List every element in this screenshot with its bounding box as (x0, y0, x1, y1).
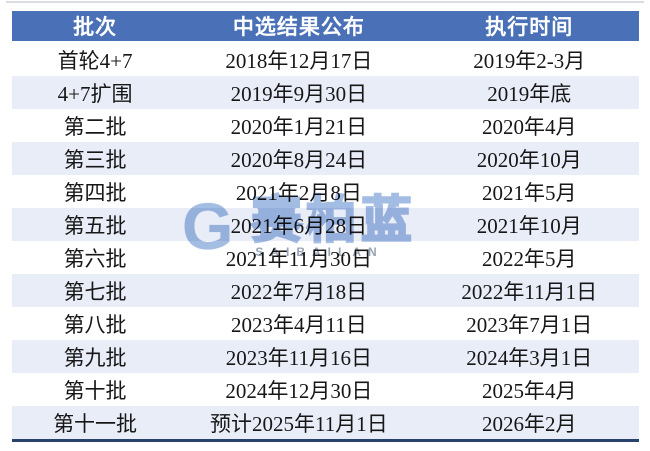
table-cell: 第七批 (63, 279, 127, 304)
table-row: 首轮4+7 2018年12月17日 2019年2-3月 (12, 42, 639, 76)
table-cell: 2023年11月16日 (225, 345, 372, 370)
table-cell: 第八批 (63, 312, 127, 337)
table-cell: 第三批 (63, 147, 127, 172)
table-cell: 2019年9月30日 (230, 81, 368, 106)
table-cell: 第五批 (63, 213, 127, 238)
table-cell: 4+7扩围 (57, 81, 133, 106)
table-cell: 2021年5月 (482, 180, 577, 205)
table-row: 第六批 2021年11月30日 2022年5月 (12, 241, 639, 274)
table-row: 第九批 2023年11月16日 2024年3月1日 (12, 340, 639, 373)
table-row: 第十批 2024年12月30日 2025年4月 (12, 373, 639, 406)
table-row: 第五批 2021年6月28日 2021年10月 (12, 208, 639, 241)
table-cell: 第十批 (63, 378, 127, 403)
table-body: 首轮4+7 2018年12月17日 2019年2-3月 4+7扩围 2019年9月30日… (12, 42, 639, 441)
table-cell: 第二批 (63, 114, 127, 139)
table-cell: 第四批 (63, 180, 127, 205)
column-header: 批次 (12, 11, 179, 43)
table-row: 第四批 2021年2月8日 2021年5月 (12, 175, 639, 208)
table-cell: 2022年11月1日 (461, 279, 598, 304)
table-row: 第七批 2022年7月18日 2022年11月1日 (12, 274, 639, 307)
table-header: 批次 中选结果公布 执行时间 (12, 11, 639, 43)
table-cell: 第九批 (63, 345, 127, 370)
table-row: 第三批 2020年8月24日 2020年10月 (12, 142, 639, 175)
column-header: 中选结果公布 (178, 11, 420, 43)
table-cell: 2023年4月11日 (230, 312, 367, 337)
table-row: 第八批 2023年4月11日 2023年7月1日 (12, 307, 639, 340)
top-divider (6, 1, 644, 3)
column-header: 执行时间 (419, 11, 639, 43)
table-cell: 2022年5月 (482, 246, 577, 271)
table-cell: 2020年10月 (476, 147, 582, 172)
batch-table: 批次 中选结果公布 执行时间 首轮4+7 2018年12月17日 2019年2-3月 4+… (12, 11, 639, 442)
table-cell: 2024年3月1日 (466, 345, 593, 370)
table-cell: 2020年4月 (482, 114, 577, 139)
table-cell: 2026年2月 (482, 411, 577, 436)
table-cell: 2025年4月 (482, 378, 577, 403)
table-cell: 2019年2-3月 (473, 48, 586, 73)
table-cell: 2018年12月17日 (225, 48, 373, 73)
table-row: 第二批 2020年1月21日 2020年4月 (12, 109, 639, 142)
table-cell: 2021年11月30日 (225, 246, 372, 271)
table-cell: 2024年12月30日 (225, 378, 373, 403)
table-cell: 2023年7月1日 (466, 312, 593, 337)
table-cell: 2019年底 (487, 81, 572, 106)
table-cell: 2021年10月 (476, 213, 582, 238)
table-row: 第十一批 预计2025年11月1日 2026年2月 (12, 406, 639, 441)
table-cell: 2021年2月8日 (235, 180, 362, 205)
table-cell: 2022年7月18日 (230, 279, 368, 304)
header-row: 批次 中选结果公布 执行时间 (12, 11, 639, 43)
table-cell: 第十一批 (53, 411, 138, 436)
table-cell: 第六批 (63, 246, 127, 271)
table-cell: 首轮4+7 (57, 48, 133, 73)
table-row: 4+7扩围 2019年9月30日 2019年底 (12, 76, 639, 109)
table-cell: 预计2025年11月1日 (209, 411, 388, 436)
table-cell: 2020年1月21日 (230, 114, 368, 139)
table-cell: 2021年6月28日 (230, 213, 368, 238)
table-cell: 2020年8月24日 (230, 147, 368, 172)
